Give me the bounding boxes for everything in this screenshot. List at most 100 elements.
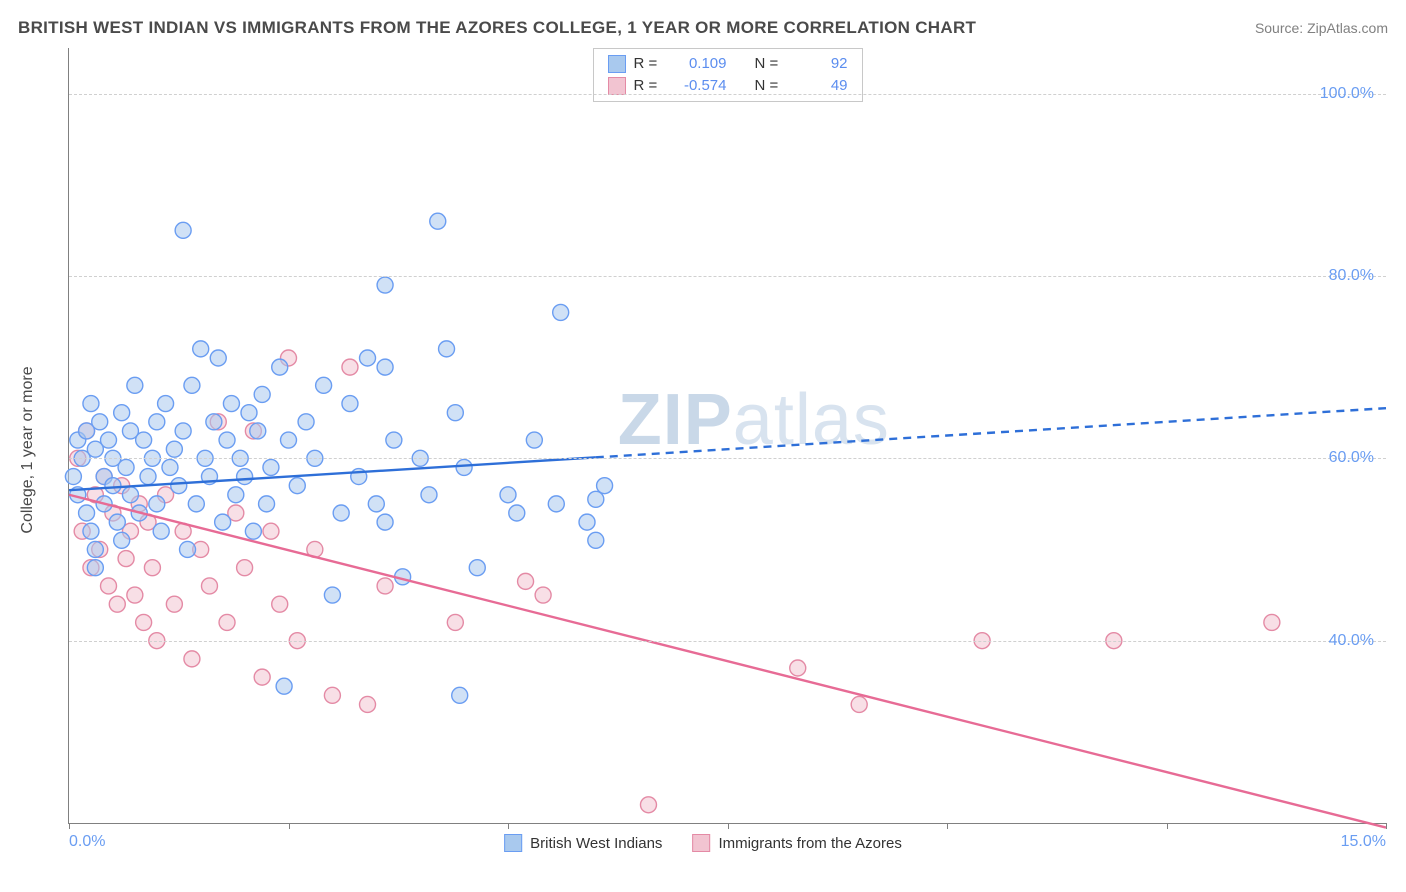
data-point	[109, 596, 125, 612]
data-point	[263, 459, 279, 475]
x-tick	[1386, 823, 1387, 829]
chart-svg	[69, 48, 1386, 823]
data-point	[210, 350, 226, 366]
source-prefix: Source:	[1255, 20, 1307, 36]
data-point	[175, 222, 191, 238]
data-point	[127, 587, 143, 603]
y-tick-label: 60.0%	[1329, 449, 1374, 467]
data-point	[180, 541, 196, 557]
swatch-bwi	[504, 834, 522, 852]
data-point	[162, 459, 178, 475]
x-tick	[728, 823, 729, 829]
n-label: N =	[755, 53, 785, 75]
data-point	[597, 478, 613, 494]
data-point	[118, 551, 134, 567]
data-point	[259, 496, 275, 512]
chart-title: BRITISH WEST INDIAN VS IMMIGRANTS FROM T…	[18, 18, 976, 38]
data-point	[469, 560, 485, 576]
x-tick-label: 0.0%	[69, 833, 105, 851]
data-point	[342, 396, 358, 412]
x-tick	[1167, 823, 1168, 829]
data-point	[377, 277, 393, 293]
y-tick-label: 40.0%	[1329, 632, 1374, 650]
data-point	[87, 560, 103, 576]
data-point	[250, 423, 266, 439]
data-point	[386, 432, 402, 448]
data-point	[368, 496, 384, 512]
data-point	[109, 514, 125, 530]
data-point	[92, 414, 108, 430]
data-point	[193, 341, 209, 357]
data-point	[158, 396, 174, 412]
data-point	[452, 687, 468, 703]
data-point	[114, 405, 130, 421]
data-point	[579, 514, 595, 530]
data-point	[1264, 614, 1280, 630]
source-link[interactable]: ZipAtlas.com	[1307, 20, 1388, 36]
data-point	[206, 414, 222, 430]
source-attribution: Source: ZipAtlas.com	[1255, 20, 1388, 36]
data-point	[790, 660, 806, 676]
gridline-h	[69, 94, 1386, 95]
r-label: R =	[634, 53, 664, 75]
data-point	[83, 523, 99, 539]
data-point	[223, 396, 239, 412]
y-axis-label: College, 1 year or more	[19, 366, 37, 533]
data-point	[518, 573, 534, 589]
regression-line-solid	[69, 495, 1386, 828]
data-point	[276, 678, 292, 694]
data-point	[105, 478, 121, 494]
series-name-azores: Immigrants from the Azores	[718, 835, 901, 852]
data-point	[184, 651, 200, 667]
data-point	[219, 432, 235, 448]
data-point	[298, 414, 314, 430]
data-point	[439, 341, 455, 357]
regression-line-dashed	[596, 408, 1386, 457]
r-value-bwi: 0.109	[672, 53, 727, 75]
data-point	[83, 396, 99, 412]
data-point	[101, 432, 117, 448]
data-point	[149, 496, 165, 512]
data-point	[324, 587, 340, 603]
data-point	[245, 523, 261, 539]
data-point	[509, 505, 525, 521]
x-tick-label: 15.0%	[1341, 833, 1386, 851]
series-name-bwi: British West Indians	[530, 835, 662, 852]
data-point	[548, 496, 564, 512]
data-point	[640, 797, 656, 813]
data-point	[65, 469, 81, 485]
data-point	[535, 587, 551, 603]
data-point	[153, 523, 169, 539]
x-tick	[947, 823, 948, 829]
series-legend: British West Indians Immigrants from the…	[504, 834, 902, 852]
data-point	[263, 523, 279, 539]
plot-container: College, 1 year or more ZIPatlas R = 0.1…	[18, 46, 1388, 854]
x-tick	[289, 823, 290, 829]
data-point	[254, 669, 270, 685]
data-point	[149, 414, 165, 430]
legend-item-bwi: British West Indians	[504, 834, 662, 852]
data-point	[215, 514, 231, 530]
data-point	[122, 487, 138, 503]
n-value-bwi: 92	[793, 53, 848, 75]
swatch-bwi	[608, 55, 626, 73]
data-point	[175, 423, 191, 439]
data-point	[140, 469, 156, 485]
data-point	[166, 596, 182, 612]
data-point	[171, 478, 187, 494]
gridline-h	[69, 641, 1386, 642]
gridline-h	[69, 276, 1386, 277]
data-point	[166, 441, 182, 457]
data-point	[184, 377, 200, 393]
data-point	[360, 350, 376, 366]
data-point	[144, 560, 160, 576]
gridline-h	[69, 458, 1386, 459]
data-point	[421, 487, 437, 503]
data-point	[254, 386, 270, 402]
data-point	[588, 532, 604, 548]
data-point	[237, 469, 253, 485]
data-point	[101, 578, 117, 594]
data-point	[79, 505, 95, 521]
data-point	[430, 213, 446, 229]
data-point	[324, 687, 340, 703]
